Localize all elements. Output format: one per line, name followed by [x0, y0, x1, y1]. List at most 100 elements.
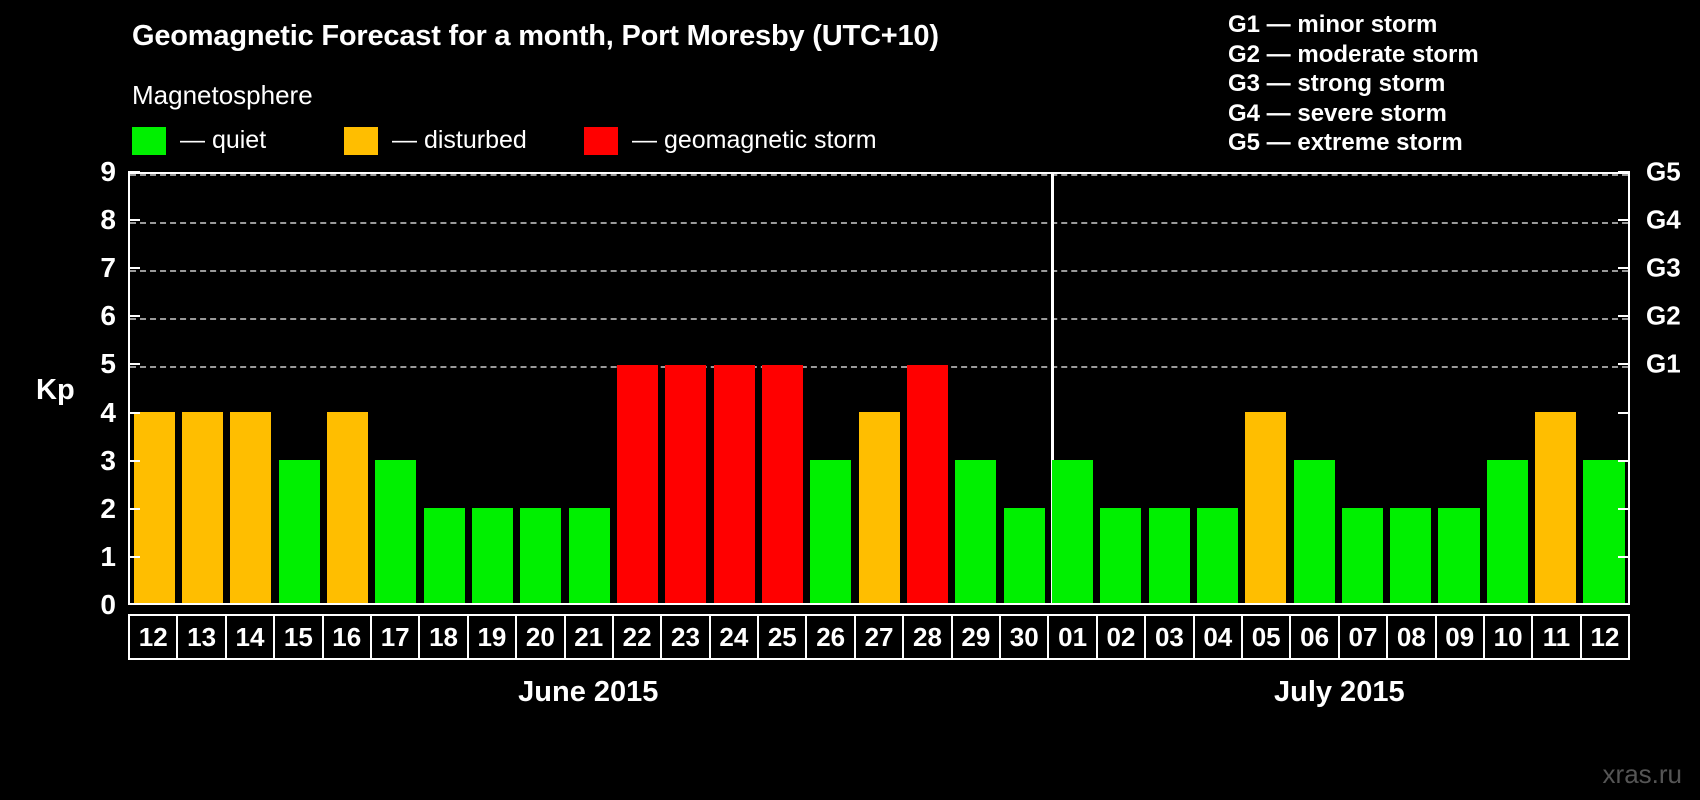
bar-10-kp-3[interactable] — [1486, 460, 1528, 603]
bar-30-kp-2[interactable] — [1003, 507, 1045, 603]
bar-09-kp-2[interactable] — [1438, 507, 1480, 603]
day-label-13[interactable]: 13 — [178, 616, 227, 658]
bar-cell-05[interactable] — [1242, 174, 1290, 603]
bar-cell-08[interactable] — [1387, 174, 1435, 603]
bar-cell-12[interactable] — [130, 174, 178, 603]
bar-cell-27[interactable] — [855, 174, 903, 603]
bar-14-kp-4[interactable] — [230, 412, 272, 603]
day-label-22[interactable]: 22 — [613, 616, 663, 658]
day-label-30[interactable]: 30 — [1001, 616, 1050, 658]
bar-cell-17[interactable] — [372, 174, 420, 603]
day-label-01[interactable]: 01 — [1049, 616, 1098, 658]
bar-26-kp-3[interactable] — [810, 460, 852, 603]
bar-15-kp-3[interactable] — [278, 460, 320, 603]
day-label-04[interactable]: 04 — [1194, 616, 1243, 658]
bar-12-kp-3[interactable] — [1583, 460, 1625, 603]
bar-cell-28[interactable] — [903, 174, 951, 603]
bar-cell-01[interactable] — [1048, 174, 1096, 603]
day-label-15[interactable]: 15 — [275, 616, 324, 658]
day-label-26[interactable]: 26 — [807, 616, 856, 658]
day-label-20[interactable]: 20 — [517, 616, 566, 658]
day-label-12[interactable]: 12 — [1581, 616, 1629, 658]
day-label-18[interactable]: 18 — [420, 616, 469, 658]
bar-cell-22[interactable] — [613, 174, 661, 603]
bar-19-kp-2[interactable] — [471, 507, 513, 603]
bar-05-kp-4[interactable] — [1245, 412, 1287, 603]
day-label-27[interactable]: 27 — [855, 616, 905, 658]
bar-16-kp-4[interactable] — [326, 412, 369, 603]
day-label-17[interactable]: 17 — [371, 616, 421, 658]
day-label-21[interactable]: 21 — [565, 616, 614, 658]
bar-18-kp-2[interactable] — [423, 507, 465, 603]
legend-label-disturbed: — disturbed — [392, 126, 527, 154]
legend-swatch-disturbed-icon — [344, 126, 378, 155]
bar-cell-04[interactable] — [1193, 174, 1241, 603]
day-label-07[interactable]: 07 — [1339, 616, 1389, 658]
bar-cell-25[interactable] — [758, 174, 806, 603]
bar-cell-18[interactable] — [420, 174, 468, 603]
day-label-23[interactable]: 23 — [662, 616, 711, 658]
bar-27-kp-4[interactable] — [858, 412, 900, 603]
bar-cell-19[interactable] — [468, 174, 516, 603]
bar-01-kp-3[interactable] — [1051, 460, 1093, 603]
bar-04-kp-2[interactable] — [1196, 507, 1238, 603]
bar-cell-07[interactable] — [1338, 174, 1386, 603]
bar-cell-16[interactable] — [323, 174, 371, 603]
bar-cell-15[interactable] — [275, 174, 323, 603]
bar-02-kp-2[interactable] — [1100, 507, 1142, 603]
bar-cell-13[interactable] — [178, 174, 226, 603]
day-label-08[interactable]: 08 — [1388, 616, 1437, 658]
day-label-11[interactable]: 11 — [1533, 616, 1582, 658]
day-label-09[interactable]: 09 — [1436, 616, 1485, 658]
g-tick-mark-G2 — [1618, 315, 1630, 318]
day-label-14[interactable]: 14 — [226, 616, 276, 658]
bar-12-kp-4[interactable] — [133, 412, 175, 603]
bar-20-kp-2[interactable] — [520, 507, 562, 603]
g-scale-list: G1 — minor storm G2 — moderate storm G3 — … — [1228, 10, 1479, 158]
bar-23-kp-5[interactable] — [665, 364, 707, 603]
bar-cell-02[interactable] — [1097, 174, 1145, 603]
bar-cell-29[interactable] — [952, 174, 1000, 603]
g-tick-mark-G3 — [1618, 267, 1630, 270]
bar-08-kp-2[interactable] — [1390, 507, 1432, 603]
day-label-25[interactable]: 25 — [759, 616, 808, 658]
bar-24-kp-5[interactable] — [713, 364, 755, 603]
bar-22-kp-5[interactable] — [616, 364, 658, 603]
bar-cell-11[interactable] — [1532, 174, 1580, 603]
bar-cell-20[interactable] — [517, 174, 565, 603]
bar-17-kp-3[interactable] — [375, 460, 417, 603]
day-label-10[interactable]: 10 — [1484, 616, 1534, 658]
bar-cell-23[interactable] — [662, 174, 710, 603]
day-label-16[interactable]: 16 — [323, 616, 372, 658]
bar-28-kp-5[interactable] — [906, 364, 948, 603]
day-label-24[interactable]: 24 — [710, 616, 760, 658]
bar-cell-14[interactable] — [227, 174, 275, 603]
day-label-03[interactable]: 03 — [1146, 616, 1195, 658]
day-label-02[interactable]: 02 — [1097, 616, 1147, 658]
bar-cell-10[interactable] — [1483, 174, 1531, 603]
bar-07-kp-2[interactable] — [1341, 507, 1383, 603]
y-tick-mark-1 — [128, 555, 140, 558]
bar-cell-30[interactable] — [1000, 174, 1048, 603]
bar-06-kp-3[interactable] — [1293, 460, 1335, 603]
bar-cell-06[interactable] — [1290, 174, 1338, 603]
bar-29-kp-3[interactable] — [955, 460, 997, 603]
bar-11-kp-4[interactable] — [1535, 412, 1577, 603]
bar-03-kp-2[interactable] — [1148, 507, 1190, 603]
day-label-12[interactable]: 12 — [130, 616, 179, 658]
day-label-28[interactable]: 28 — [904, 616, 953, 658]
bar-13-kp-4[interactable] — [181, 412, 224, 603]
plot-area — [128, 172, 1630, 605]
bar-cell-09[interactable] — [1435, 174, 1483, 603]
bar-cell-12[interactable] — [1580, 174, 1628, 603]
bar-cell-24[interactable] — [710, 174, 758, 603]
day-label-19[interactable]: 19 — [468, 616, 518, 658]
bar-cell-21[interactable] — [565, 174, 613, 603]
bar-cell-03[interactable] — [1145, 174, 1193, 603]
bar-cell-26[interactable] — [807, 174, 855, 603]
day-label-29[interactable]: 29 — [952, 616, 1002, 658]
bar-25-kp-5[interactable] — [761, 364, 803, 603]
bar-21-kp-2[interactable] — [568, 507, 610, 603]
day-label-05[interactable]: 05 — [1242, 616, 1292, 658]
day-label-06[interactable]: 06 — [1291, 616, 1340, 658]
